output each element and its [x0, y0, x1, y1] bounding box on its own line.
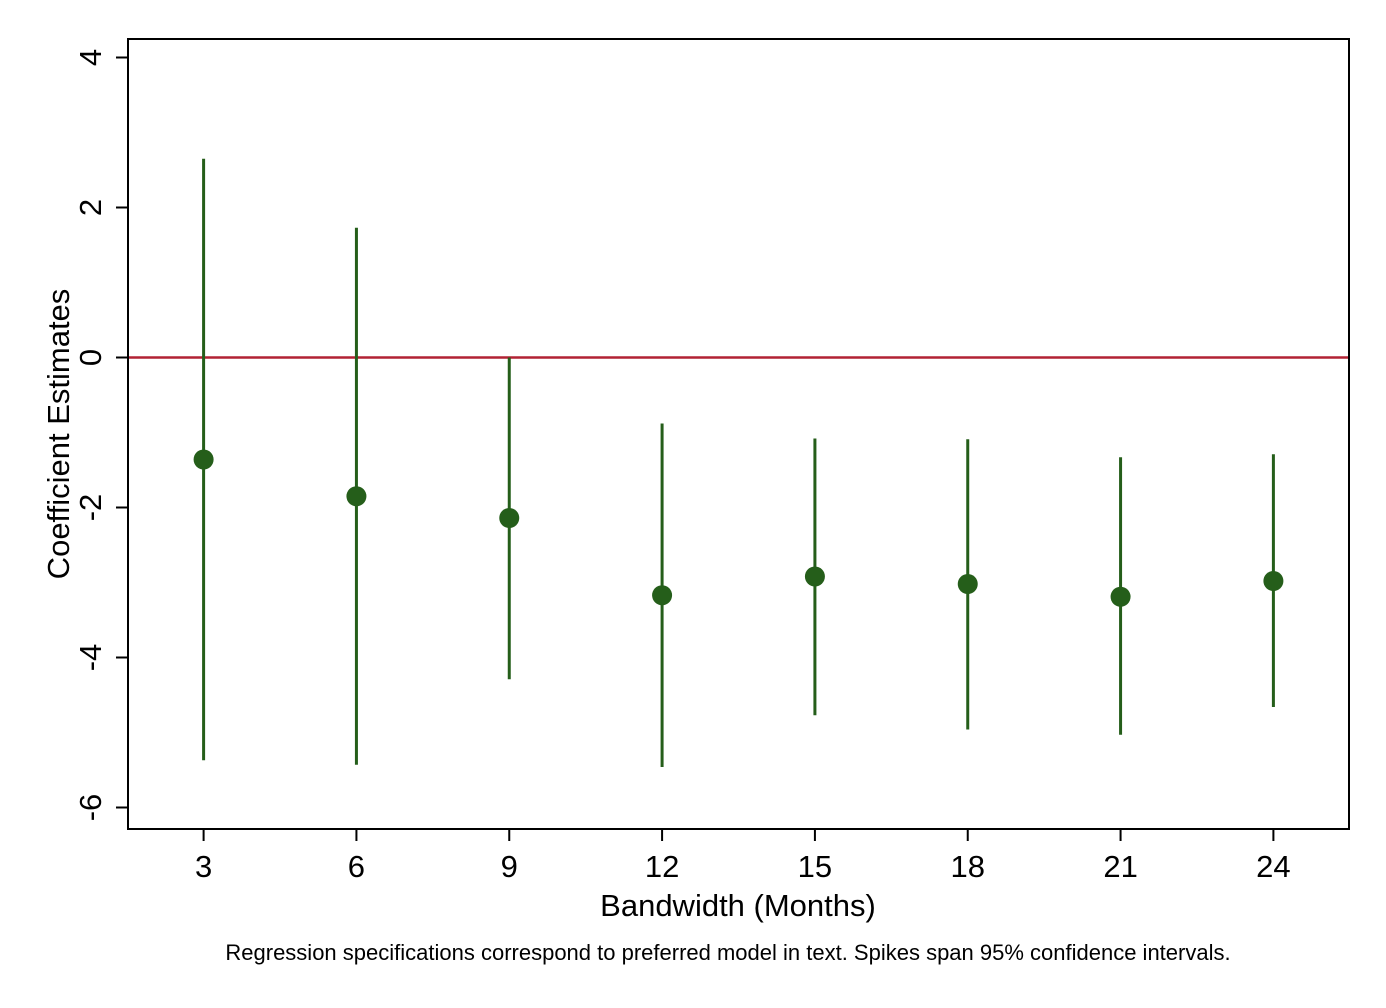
x-tick-label-24: 24	[1256, 849, 1290, 884]
estimate-point-12	[652, 585, 673, 606]
estimate-point-3	[193, 449, 214, 470]
x-tick-label-18: 18	[951, 849, 985, 884]
x-tick-label-6: 6	[348, 849, 365, 884]
x-tick-label-3: 3	[195, 849, 212, 884]
x-tick-label-12: 12	[645, 849, 679, 884]
y-tick-label--4: -4	[73, 644, 108, 672]
y-tick-label-0: 0	[73, 349, 108, 366]
x-tick-label-15: 15	[798, 849, 832, 884]
y-tick-label--2: -2	[73, 494, 108, 522]
estimate-point-18	[957, 574, 978, 594]
x-tick-label-9: 9	[501, 849, 518, 884]
chart-note: Regression specifications correspond to …	[225, 940, 1230, 965]
estimate-point-15	[804, 566, 825, 587]
chart-marks	[128, 158, 1349, 767]
plot-area-frame	[127, 38, 1350, 830]
y-tick-label--6: -6	[73, 794, 108, 822]
y-tick-label-4: 4	[73, 49, 108, 66]
estimate-point-6	[346, 486, 367, 507]
y-tick-label-2: 2	[73, 199, 108, 216]
x-axis: 3 6 9 12 15 18 21 24	[195, 829, 1291, 884]
y-axis: -6 -4 -2 0 2 4	[73, 49, 128, 821]
estimate-point-9	[499, 508, 520, 528]
estimate-point-24	[1263, 571, 1284, 591]
x-axis-title: Bandwidth (Months)	[600, 888, 876, 923]
x-tick-label-21: 21	[1103, 849, 1137, 884]
y-axis-title: Coefficient Estimates	[41, 289, 76, 580]
estimate-point-21	[1110, 586, 1131, 607]
